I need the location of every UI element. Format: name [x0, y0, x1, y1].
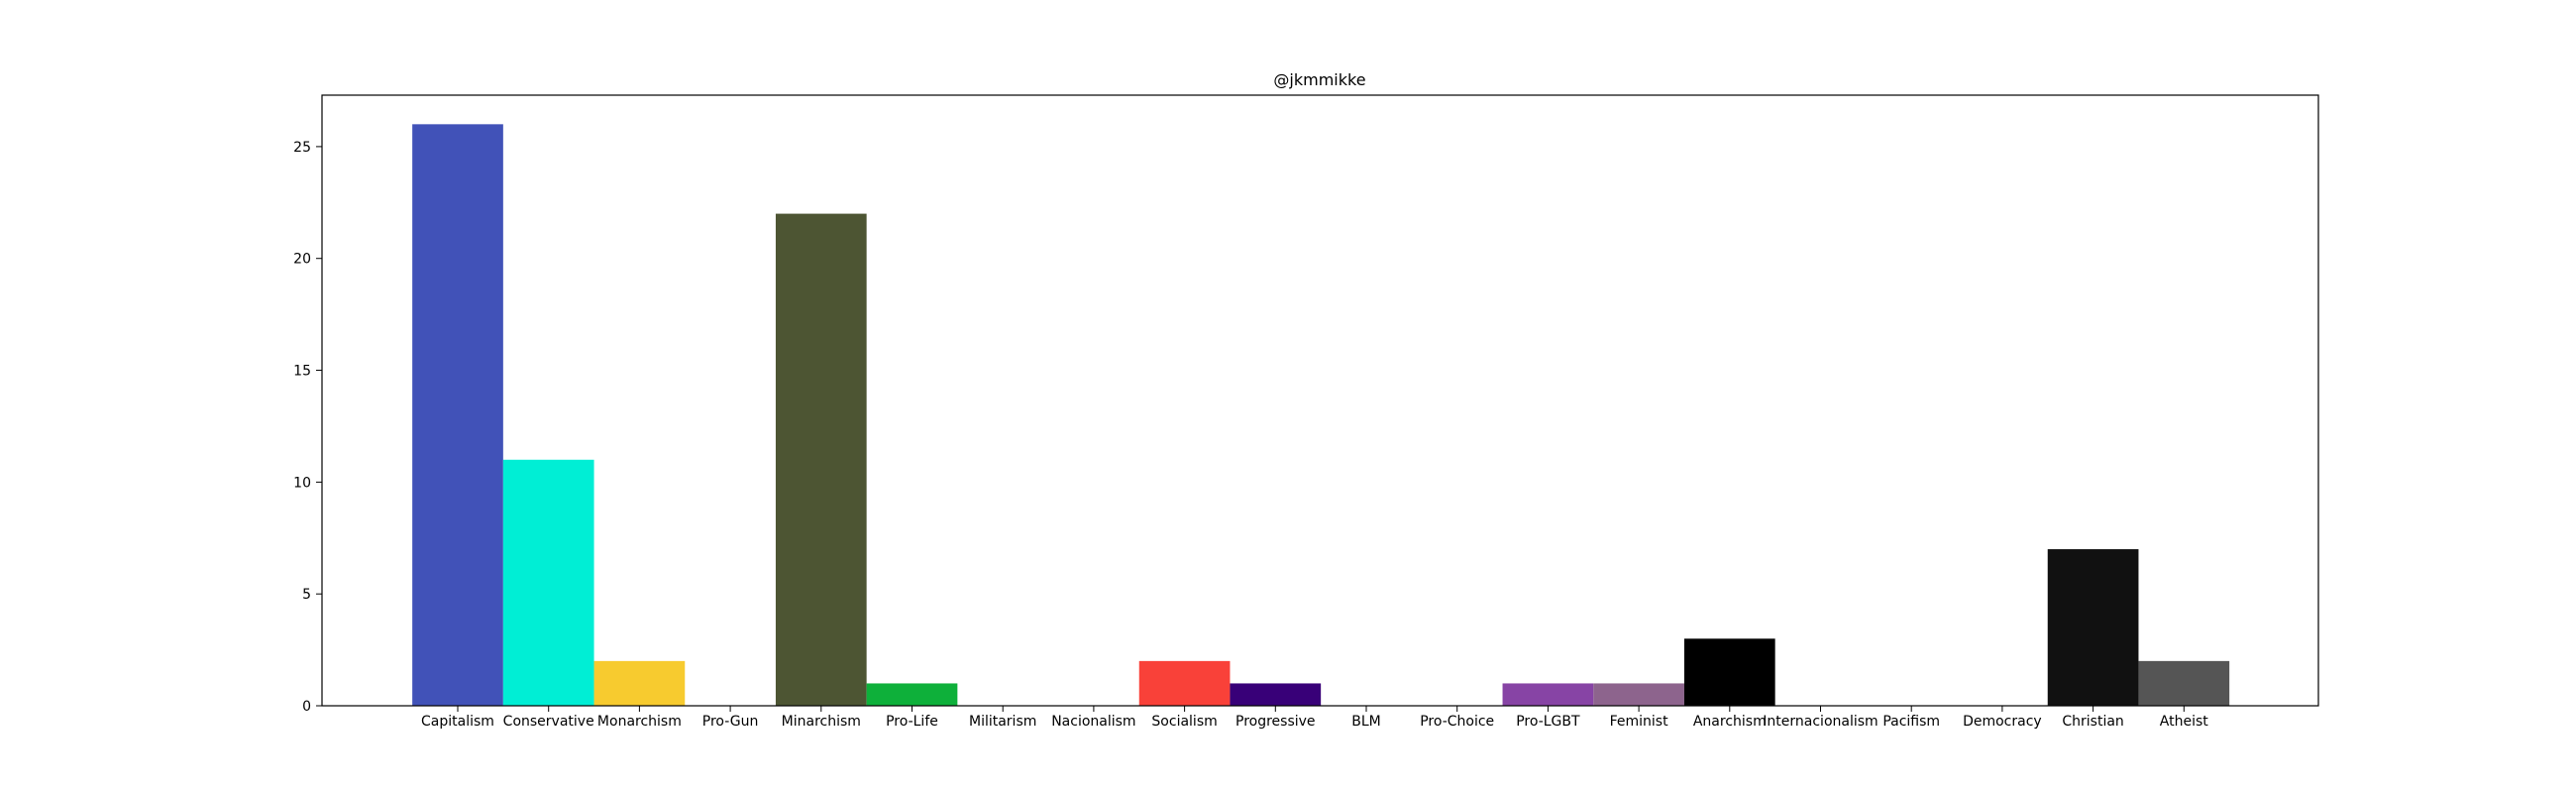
- chart-title: @jkmmikke: [1273, 70, 1365, 89]
- x-tick-label: Socialism: [1151, 714, 1217, 730]
- x-tick-label: Pro-Gun: [702, 714, 759, 730]
- x-tick-label: Pacifism: [1882, 714, 1940, 730]
- x-tick-label: Capitalism: [421, 714, 494, 730]
- plot-frame: [321, 94, 2319, 707]
- y-tick-label: 25: [293, 140, 311, 156]
- y-tick-label: 20: [293, 252, 311, 268]
- bar-christian: [2047, 549, 2139, 706]
- y-tick-label: 0: [302, 699, 311, 715]
- x-tick-label: Christian: [2062, 714, 2123, 730]
- bar-pro-lgbt: [1502, 683, 1594, 706]
- x-tick-label: Progressive: [1235, 714, 1316, 730]
- x-tick-label: Internacionalism: [1763, 714, 1878, 730]
- x-tick-label: BLM: [1351, 714, 1380, 730]
- x-tick-label: Conservative: [503, 714, 594, 730]
- bar-monarchism: [593, 660, 686, 706]
- x-tick-label: Pro-LGBT: [1516, 714, 1580, 730]
- bar-progressive: [1230, 683, 1322, 706]
- bar-socialism: [1138, 660, 1231, 706]
- bar-atheist: [2138, 660, 2230, 706]
- y-tick-label: 15: [293, 364, 311, 380]
- x-axis: Capitalism Conservative Monarchism Pro-Gun M…: [421, 706, 2208, 730]
- bar-minarchism: [775, 213, 867, 706]
- bar-anarchism: [1683, 638, 1775, 706]
- x-tick-label: Anarchism: [1693, 714, 1767, 730]
- x-tick-label: Militarism: [969, 714, 1036, 730]
- y-tick-label: 5: [302, 587, 311, 603]
- x-tick-label: Democracy: [1963, 714, 2042, 730]
- y-tick-label: 10: [293, 475, 311, 491]
- x-tick-label: Atheist: [2160, 714, 2208, 730]
- x-tick-label: Pro-Choice: [1420, 714, 1494, 730]
- x-tick-label: Minarchism: [782, 714, 861, 730]
- bar-capitalism: [412, 124, 503, 706]
- x-tick-label: Feminist: [1610, 714, 1668, 730]
- x-tick-label: Nacionalism: [1051, 714, 1135, 730]
- bar-feminist: [1593, 683, 1684, 706]
- bars-group: [412, 124, 2230, 706]
- x-tick-label: Monarchism: [597, 714, 682, 730]
- bar-conservative: [502, 459, 594, 706]
- x-tick-label: Pro-Life: [886, 714, 938, 730]
- bar-pro-life: [866, 683, 958, 706]
- y-axis: 0 5 10 15 20 25: [293, 140, 322, 715]
